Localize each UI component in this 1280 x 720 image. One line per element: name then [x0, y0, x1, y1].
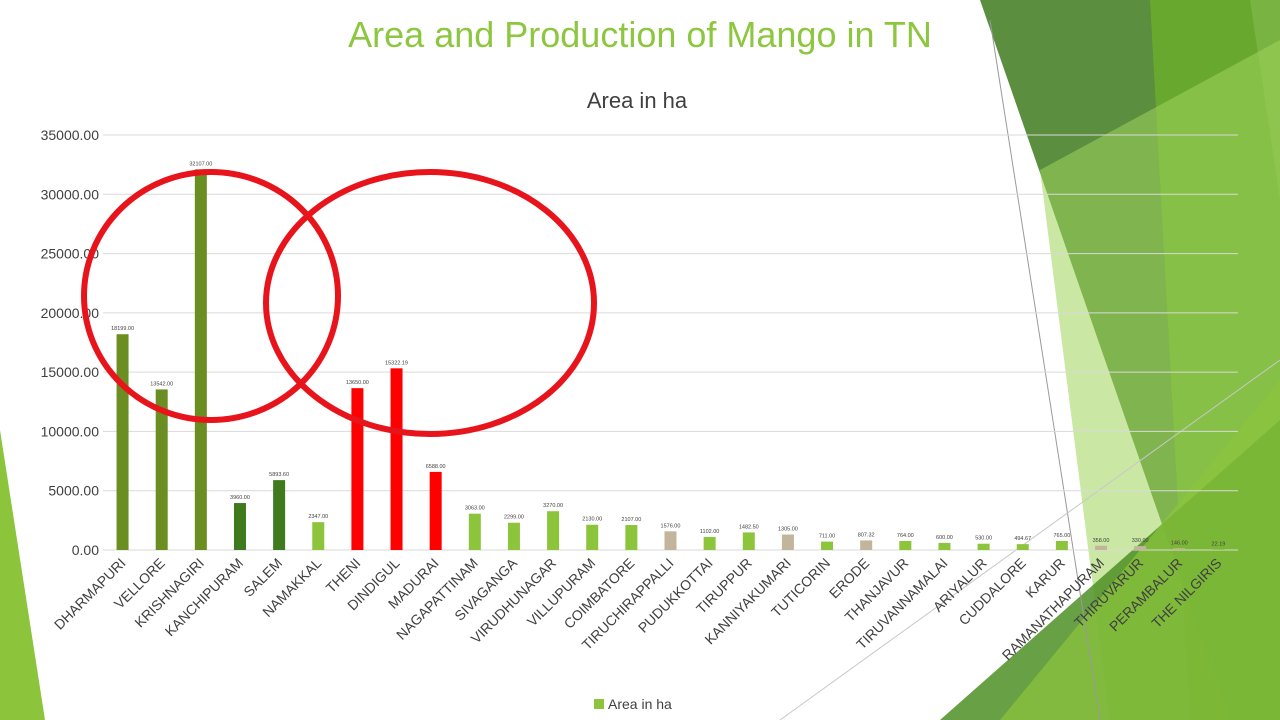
data-label: 764.00	[897, 533, 914, 539]
data-label: 711.00	[819, 534, 835, 540]
data-label: 3270.00	[543, 503, 563, 509]
bar	[194, 169, 207, 550]
data-label: 5893.60	[269, 472, 289, 478]
y-tick-label: 10000.00	[41, 423, 100, 439]
data-label: 15322.19	[385, 360, 408, 366]
data-label: 6588.00	[426, 464, 446, 470]
chart-title: Area in ha	[587, 88, 688, 113]
bar	[116, 334, 129, 550]
slide-title: Area and Production of Mango in TN	[348, 14, 932, 55]
deco-line	[989, 19, 1101, 720]
bar	[977, 543, 990, 550]
bar	[664, 531, 677, 550]
data-label: 2299.00	[504, 515, 524, 521]
bar	[703, 536, 716, 550]
bar	[821, 541, 834, 550]
bar	[351, 388, 364, 550]
data-label: 32107.00	[189, 161, 212, 167]
data-label: 330.00	[1132, 538, 1149, 544]
data-label: 530.00	[975, 536, 992, 542]
y-tick-label: 30000.00	[41, 186, 100, 202]
y-tick-label: 0.00	[72, 542, 99, 558]
bar	[507, 522, 520, 550]
deco-line	[779, 359, 1280, 720]
bar	[1095, 545, 1108, 550]
data-label: 494.67	[1014, 536, 1031, 542]
bar	[1134, 546, 1147, 550]
y-tick-label: 20000.00	[41, 305, 100, 321]
y-tick-label: 25000.00	[41, 246, 100, 262]
data-label: 13650.00	[346, 380, 369, 386]
data-label: 1305.00	[778, 527, 798, 533]
data-label: 600.00	[936, 535, 953, 541]
bar	[468, 513, 481, 550]
bar	[390, 368, 403, 550]
legend-label: Area in ha	[608, 696, 672, 712]
bar	[586, 524, 599, 550]
data-label: 2130.00	[582, 517, 602, 523]
bar	[312, 522, 325, 550]
bar	[273, 480, 286, 550]
data-label: 22.19	[1212, 542, 1226, 548]
y-tick-label: 15000.00	[41, 364, 100, 380]
legend: Area in ha	[594, 696, 672, 712]
data-label: 146.00	[1171, 540, 1188, 546]
data-label: 2107.00	[621, 517, 641, 523]
data-label: 1102.00	[700, 529, 719, 535]
y-tick-label: 5000.00	[48, 483, 99, 499]
bar	[899, 540, 912, 550]
bar	[155, 389, 168, 550]
bar	[233, 503, 246, 550]
bar	[860, 540, 873, 550]
bar	[1016, 544, 1029, 550]
bar	[781, 534, 794, 550]
y-tick-label: 35000.00	[41, 127, 100, 143]
data-label: 765.00	[1053, 533, 1070, 539]
data-label: 3063.00	[465, 506, 485, 512]
bar	[625, 525, 638, 550]
gridlines	[103, 134, 1238, 551]
data-label: 13542.00	[150, 381, 173, 387]
bar	[938, 542, 951, 550]
data-label: 1576.00	[661, 523, 681, 529]
y-axis-ticks: 0.00 5000.00 10000.00 15000.00 20000.00 25000…	[41, 127, 100, 558]
data-label: 807.32	[858, 532, 875, 538]
data-labels: 18199.00 13542.00 32107.00 3960.00 5893.60 23…	[111, 161, 1225, 547]
bar	[1055, 540, 1068, 550]
legend-swatch	[594, 699, 604, 709]
x-tick-label: VILLUPURAM	[524, 555, 599, 630]
data-label: 18199.00	[111, 326, 134, 332]
data-label: 3960.00	[230, 495, 250, 501]
bars	[116, 169, 1225, 550]
annotation-circle-right	[263, 169, 597, 437]
bar	[742, 532, 755, 550]
data-label: 358.00	[1093, 538, 1110, 544]
bar	[1173, 548, 1186, 550]
data-label: 1482.50	[739, 524, 759, 530]
data-label: 2347.00	[308, 514, 328, 520]
bar	[547, 511, 560, 550]
bar	[429, 471, 442, 550]
annotation-circle-left	[81, 169, 341, 423]
deco-shape-left	[0, 430, 45, 720]
